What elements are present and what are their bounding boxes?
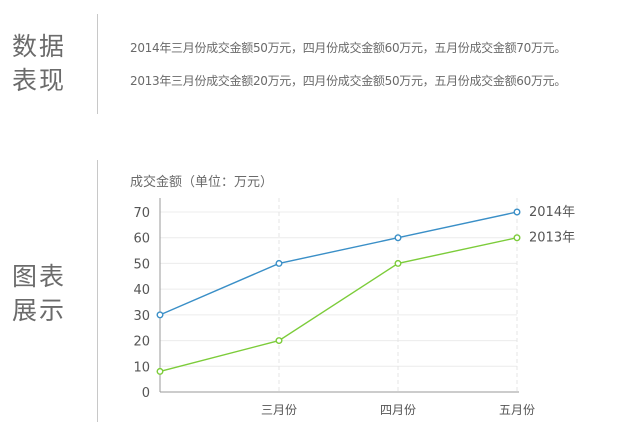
chart-title: 成交金额（单位：万元） [130,174,273,190]
section-divider-top [97,14,98,114]
data-point [513,208,521,216]
data-section-title: 数据 表现 [12,30,66,98]
data-point [156,311,164,319]
series-line [159,237,518,373]
description-2014: 2014年三月份成交金额50万元，四月份成交金额60万元，五月份成交金额70万元… [130,41,567,55]
y-tick-label: 0 [142,386,150,401]
data-point [275,259,283,267]
data-point [513,234,521,242]
y-tick-label: 10 [133,360,150,375]
chart-section-title: 图表 展示 [12,260,66,328]
data-section-title-line1: 数据 [12,32,67,61]
data-point [394,259,402,267]
x-tick-label: 四月份 [380,403,416,417]
y-tick-label: 30 [133,309,150,324]
data-point [156,367,164,375]
series-label: 2014年 [529,205,575,220]
x-tick-label: 五月份 [499,403,535,417]
section-divider-bottom [97,160,98,422]
series-label: 2013年 [529,231,575,246]
series-line [159,211,518,316]
data-point [275,337,283,345]
description-2013: 2013年三月份成交金额20万元，四月份成交金额50万元，五月份成交金额60万元… [130,74,567,88]
y-tick-label: 70 [133,206,150,221]
chart-section-title-line2: 展示 [12,296,67,325]
data-section-title-line2: 表现 [12,66,67,95]
y-tick-label: 60 [133,232,150,247]
y-tick-label: 40 [133,283,150,298]
y-tick-label: 20 [133,335,150,350]
x-tick-label: 三月份 [261,403,297,417]
data-point [394,234,402,242]
y-tick-label: 50 [133,257,150,272]
chart-section-title-line1: 图表 [12,262,67,291]
